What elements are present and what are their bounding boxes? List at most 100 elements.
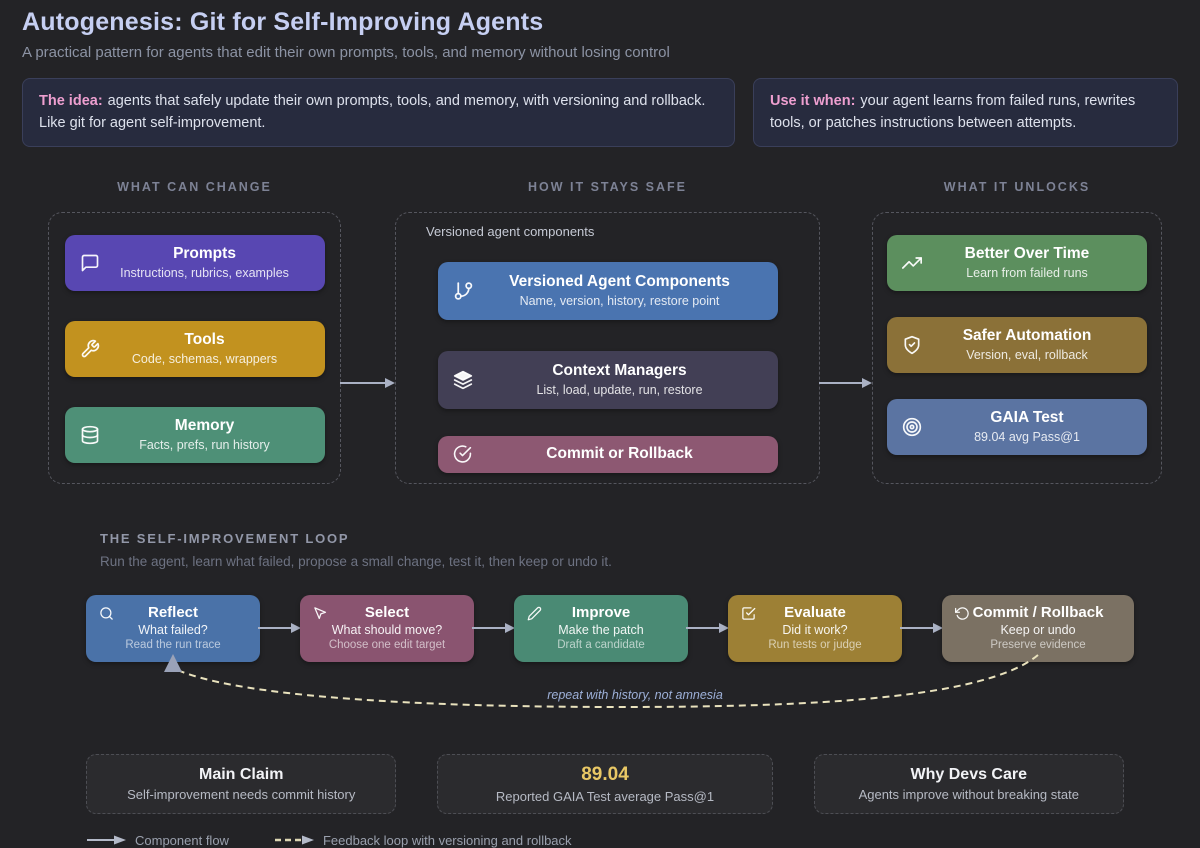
page-subtitle: A practical pattern for agents that edit… — [22, 44, 670, 61]
legend-label: Feedback loop with versioning and rollba… — [322, 832, 572, 848]
loop-subtitle: Run the agent, learn what failed, propos… — [100, 553, 612, 569]
columns-row: WHAT CAN CHANGE Prompts Instructions, ru… — [48, 176, 1200, 484]
improve-step: Improve Make the patch Draft a candidate — [514, 594, 688, 662]
step-detail: Preserve evidence — [990, 638, 1086, 651]
gaia-test-card: GAIA Test 89.04 avg Pass@1 — [887, 398, 1147, 455]
reflect-step: Reflect What failed? Read the run trace — [86, 594, 260, 662]
dashed-arrow-icon — [274, 835, 314, 845]
step-detail: Draft a candidate — [557, 638, 645, 651]
context-managers-card: Context Managers List, load, update, run… — [437, 350, 778, 409]
callouts-row: The idea: agents that safely update their… — [22, 78, 1178, 147]
card-subtitle: 89.04 avg Pass@1 — [974, 429, 1080, 444]
column-header: HOW IT STAYS SAFE — [527, 179, 687, 194]
prompts-card: Prompts Instructions, rubrics, examples — [64, 234, 325, 291]
header: Autogenesis: Git for Self-Improving Agen… — [0, 0, 1200, 61]
database-icon — [80, 425, 100, 445]
legend-label: Component flow — [135, 832, 229, 848]
step-title: Reflect — [147, 603, 199, 621]
card-title: Better Over Time — [964, 244, 1090, 262]
pencil-icon — [527, 606, 542, 621]
use-when-label: Use it when: — [770, 93, 856, 109]
layers-icon — [453, 370, 473, 390]
card-subtitle: Version, eval, rollback — [966, 347, 1088, 362]
legend: Component flow Feedback loop with versio… — [86, 833, 1200, 848]
card-subtitle: Instructions, rubrics, examples — [120, 265, 289, 280]
step-title: Commit / Rollback — [972, 603, 1104, 621]
evaluate-step: Evaluate Did it work? Run tests or judge — [728, 594, 902, 662]
flow-arrow-left-to-middle — [340, 176, 395, 484]
legend-component-flow: Component flow — [86, 833, 229, 848]
column-what-can-change: WHAT CAN CHANGE Prompts Instructions, ru… — [48, 176, 341, 484]
check-circle-icon — [453, 445, 472, 464]
summary-title: Main Claim — [198, 765, 284, 783]
step-arrow — [686, 595, 729, 662]
commit-or-rollback-card: Commit or Rollback — [437, 435, 778, 473]
step-detail: Read the run trace — [125, 638, 221, 651]
loop-steps-row: Reflect What failed? Read the run trace … — [86, 594, 1134, 662]
flow-arrow-middle-to-right — [819, 176, 872, 484]
select-step: Select What should move? Choose one edit… — [300, 594, 474, 662]
search-icon — [99, 606, 114, 621]
use-when-text: your agent learns from failed runs, rewr… — [770, 93, 1136, 132]
card-title: Versioned Agent Components — [509, 272, 730, 290]
column-how-it-stays-safe: HOW IT STAYS SAFE Versioned agent compon… — [395, 176, 820, 484]
step-detail: Run tests or judge — [768, 638, 862, 651]
step-title: Improve — [571, 603, 631, 621]
better-over-time-card: Better Over Time Learn from failed runs — [887, 234, 1147, 291]
git-branch-icon — [453, 280, 474, 301]
step-question: What should move? — [331, 622, 443, 637]
solid-arrow-icon — [87, 835, 126, 845]
metric-caption: Reported GAIA Test average Pass@1 — [495, 788, 715, 804]
card-title: GAIA Test — [990, 408, 1064, 426]
use-when-callout: Use it when: your agent learns from faile… — [753, 78, 1178, 147]
step-question: Make the patch — [558, 622, 644, 637]
step-arrow — [258, 595, 301, 662]
trending-up-icon — [902, 253, 922, 273]
step-arrow — [472, 595, 515, 662]
mouse-pointer-icon — [313, 606, 328, 621]
card-title: Commit or Rollback — [546, 444, 693, 462]
metric-value: 89.04 — [581, 763, 629, 785]
step-title: Select — [364, 603, 410, 621]
main-claim-card: Main Claim Self-improvement needs commit… — [86, 753, 397, 814]
card-title: Memory — [174, 416, 235, 434]
column-header: WHAT IT UNLOCKS — [943, 179, 1091, 194]
column-what-it-unlocks: WHAT IT UNLOCKS Better Over Time Learn f… — [872, 176, 1162, 484]
card-subtitle: Code, schemas, wrappers — [131, 351, 278, 366]
rotate-ccw-icon — [955, 606, 970, 621]
card-subtitle: Facts, prefs, run history — [139, 437, 270, 452]
card-title: Context Managers — [552, 361, 687, 379]
card-subtitle: Learn from failed runs — [966, 265, 1088, 280]
gaia-metric-card: 89.04 Reported GAIA Test average Pass@1 — [437, 753, 773, 814]
idea-label: The idea: — [39, 93, 103, 109]
card-title: Prompts — [173, 244, 236, 262]
commit-rollback-step: Commit / Rollback Keep or undo Preserve … — [942, 594, 1134, 662]
summary-title: Why Devs Care — [910, 765, 1028, 783]
target-icon — [902, 417, 922, 437]
legend-feedback-loop: Feedback loop with versioning and rollba… — [274, 833, 572, 848]
card-title: Safer Automation — [962, 326, 1092, 344]
summary-subtitle: Agents improve without breaking state — [858, 786, 1079, 802]
page-title: Autogenesis: Git for Self-Improving Agen… — [22, 8, 544, 36]
why-devs-care-card: Why Devs Care Agents improve without bre… — [813, 753, 1124, 814]
step-title: Evaluate — [784, 603, 846, 621]
card-title: Tools — [184, 330, 225, 348]
loop-header: THE SELF-IMPROVEMENT LOOP — [100, 530, 350, 546]
shield-check-icon — [902, 335, 922, 355]
group-label: Versioned agent components — [426, 223, 595, 239]
memory-card: Memory Facts, prefs, run history — [64, 406, 325, 463]
check-square-icon — [741, 606, 756, 621]
versioned-components-group: Versioned agent components Versioned Age… — [395, 211, 820, 484]
step-question: What failed? — [138, 622, 208, 637]
feedback-loop-arrow — [164, 654, 1039, 709]
column-header: WHAT CAN CHANGE — [117, 179, 272, 194]
what-can-change-group: Prompts Instructions, rubrics, examples … — [48, 211, 341, 484]
summary-subtitle: Self-improvement needs commit history — [127, 786, 356, 802]
summary-row: Main Claim Self-improvement needs commit… — [86, 753, 1124, 814]
wrench-icon — [80, 339, 100, 359]
what-it-unlocks-group: Better Over Time Learn from failed runs … — [872, 211, 1162, 484]
card-subtitle: Name, version, history, restore point — [519, 293, 720, 308]
idea-text: agents that safely update their own prom… — [39, 93, 706, 132]
step-question: Keep or undo — [1000, 622, 1076, 637]
